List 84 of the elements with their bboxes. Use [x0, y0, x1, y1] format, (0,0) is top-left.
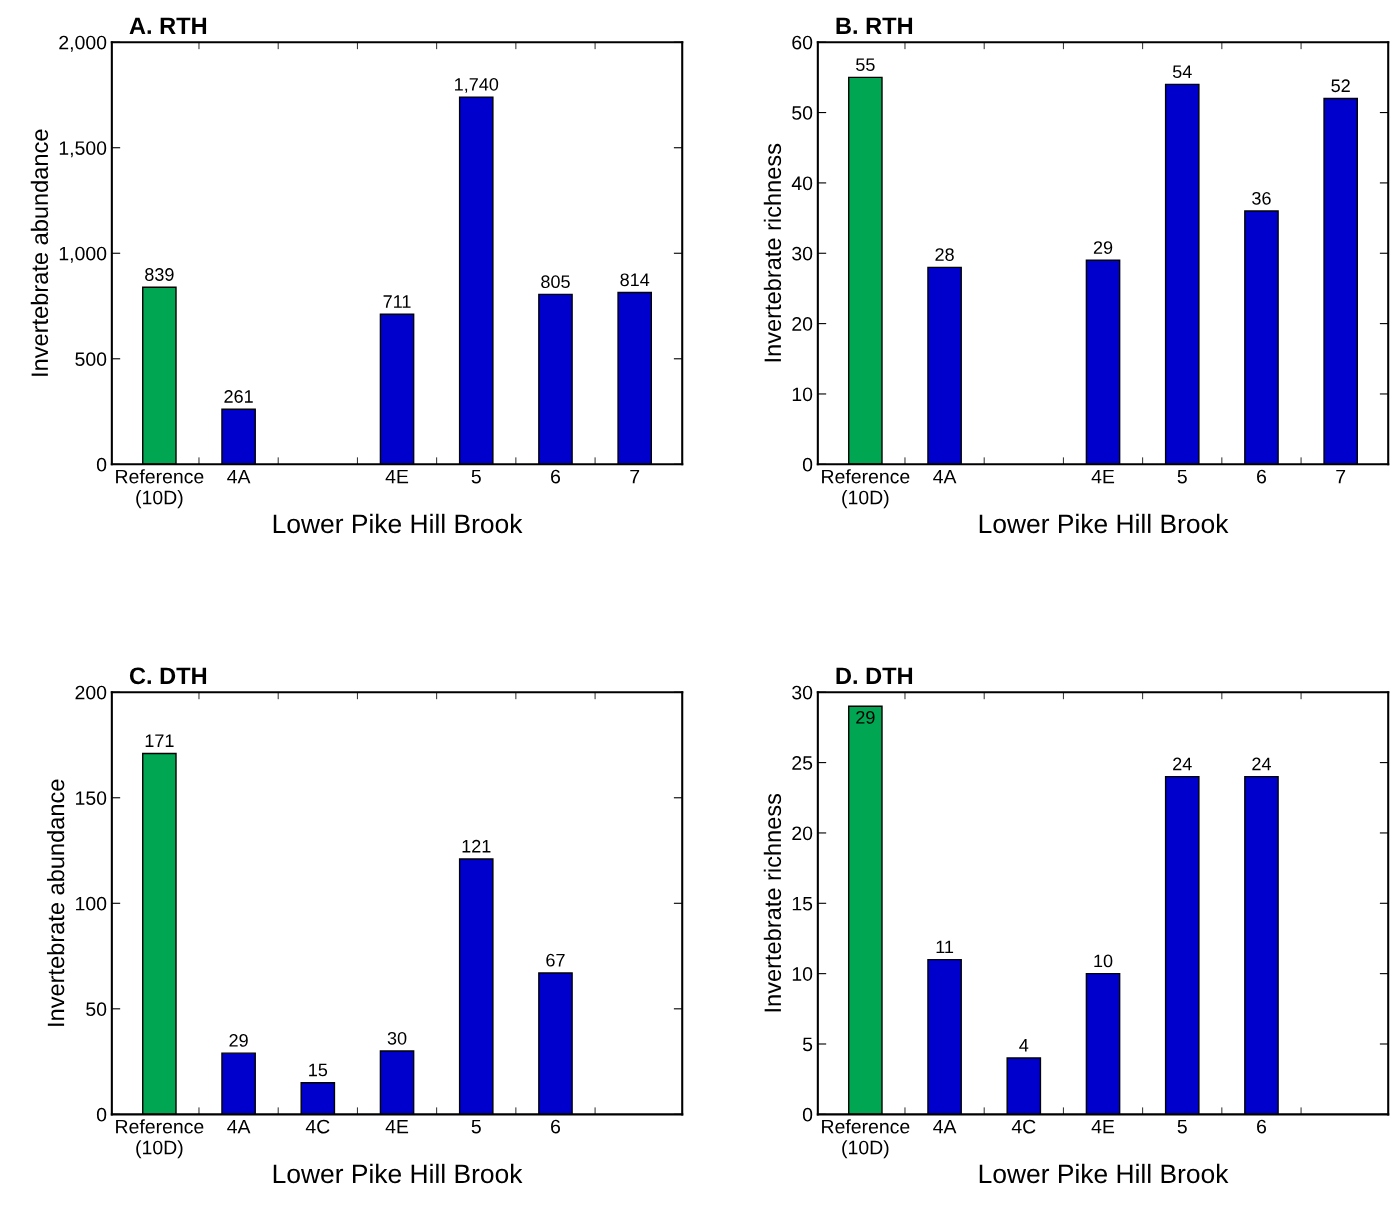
data-label: 10: [1094, 954, 1113, 968]
y-tick-label: 15: [792, 896, 813, 911]
x-tick-label: 4E: [385, 469, 409, 484]
y-tick-label: 10: [792, 967, 813, 981]
x-tick-label: 4E: [1091, 1119, 1115, 1134]
y-tick-label: 10: [792, 387, 813, 402]
data-label: 55: [856, 58, 875, 72]
data-label: 11: [936, 940, 954, 954]
x-axis-title: Lower Pike Hill Brook: [273, 1163, 523, 1184]
y-tick-label: 150: [76, 791, 107, 806]
data-label: 29: [1093, 241, 1113, 254]
y-tick-label: 1,000: [59, 246, 107, 263]
y-tick-label: 0: [96, 457, 107, 472]
x-tick-label: 5: [1177, 1119, 1187, 1134]
y-tick-label: 50: [86, 1002, 107, 1017]
x-tick-label: Reference (10D): [116, 1119, 204, 1159]
x-axis-title: Lower Pike Hill Brook: [979, 1163, 1229, 1184]
chart-title: C. DTH: [129, 667, 207, 685]
y-tick-label: 50: [792, 106, 813, 120]
data-label: 29: [229, 1034, 248, 1047]
data-label: 30: [387, 1031, 407, 1045]
data-label: 54: [1172, 65, 1192, 79]
x-tick-label: 5: [471, 469, 481, 484]
data-label: 4: [1019, 1039, 1029, 1052]
y-tick-label: 60: [792, 35, 813, 50]
y-tick-label: 2,000: [59, 35, 107, 52]
data-label: 839: [145, 268, 174, 281]
y-tick-label: 30: [792, 685, 813, 700]
y-axis-title: Invertebrate abundance: [30, 129, 49, 376]
x-tick-label: 4A: [933, 469, 957, 484]
chart-title: A. RTH: [129, 17, 207, 34]
x-axis-title: Lower Pike Hill Brook: [273, 513, 523, 534]
y-tick-label: 25: [792, 756, 813, 770]
x-tick-label: 7: [1336, 469, 1346, 484]
data-label: 711: [383, 295, 411, 308]
data-label: 261: [224, 390, 253, 403]
x-tick-label: 6: [551, 469, 561, 484]
data-label: 1,740: [455, 77, 499, 93]
x-tick-label: Reference (10D): [822, 469, 910, 509]
y-tick-label: 1,500: [59, 141, 107, 158]
y-axis-title: Invertebrate richness: [763, 143, 782, 362]
y-tick-label: 30: [792, 246, 813, 261]
y-tick-label: 0: [802, 457, 813, 472]
data-label: 67: [546, 953, 565, 967]
data-label: 28: [935, 248, 954, 261]
y-axis-title: Invertebrate abundance: [46, 779, 65, 1026]
y-tick-label: 5: [802, 1037, 813, 1052]
y-tick-label: 500: [75, 352, 107, 367]
chart-title: D. DTH: [836, 667, 913, 684]
x-axis-title: Lower Pike Hill Brook: [979, 513, 1229, 534]
data-label: 29: [856, 710, 875, 724]
data-label: 24: [1252, 757, 1271, 771]
x-tick-label: 6: [551, 1119, 561, 1134]
chart-title: B. RTH: [836, 17, 913, 34]
x-tick-label: 4A: [227, 1119, 251, 1134]
x-tick-label: Reference (10D): [822, 1119, 910, 1159]
data-label: 814: [620, 273, 650, 287]
y-tick-label: 200: [75, 685, 107, 700]
x-tick-label: 5: [1177, 469, 1187, 484]
data-label: 121: [462, 839, 491, 853]
x-tick-label: 4A: [227, 469, 251, 484]
x-tick-label: 5: [471, 1119, 481, 1134]
data-label: 24: [1173, 757, 1192, 771]
x-tick-label: 6: [1257, 1119, 1267, 1134]
x-tick-label: 4E: [385, 1119, 409, 1134]
data-label: 36: [1252, 191, 1271, 205]
x-tick-label: 4C: [1011, 1119, 1036, 1134]
data-label: 805: [541, 275, 570, 289]
x-tick-label: 7: [630, 469, 640, 484]
x-tick-label: 6: [1257, 469, 1267, 484]
x-tick-label: 4E: [1091, 469, 1115, 484]
y-tick-label: 0: [802, 1107, 813, 1122]
data-label: 15: [309, 1063, 328, 1077]
data-label: 171: [145, 734, 174, 747]
x-tick-label: 4A: [933, 1119, 957, 1134]
y-tick-label: 20: [792, 826, 813, 841]
data-label: 52: [1331, 79, 1350, 93]
x-tick-label: Reference (10D): [116, 469, 204, 509]
y-tick-label: 0: [96, 1107, 107, 1122]
y-tick-label: 20: [792, 317, 813, 331]
y-tick-label: 100: [76, 896, 107, 911]
y-axis-title: Invertebrate richness: [763, 793, 782, 1012]
y-tick-label: 40: [791, 176, 813, 191]
x-tick-label: 4C: [305, 1119, 330, 1134]
